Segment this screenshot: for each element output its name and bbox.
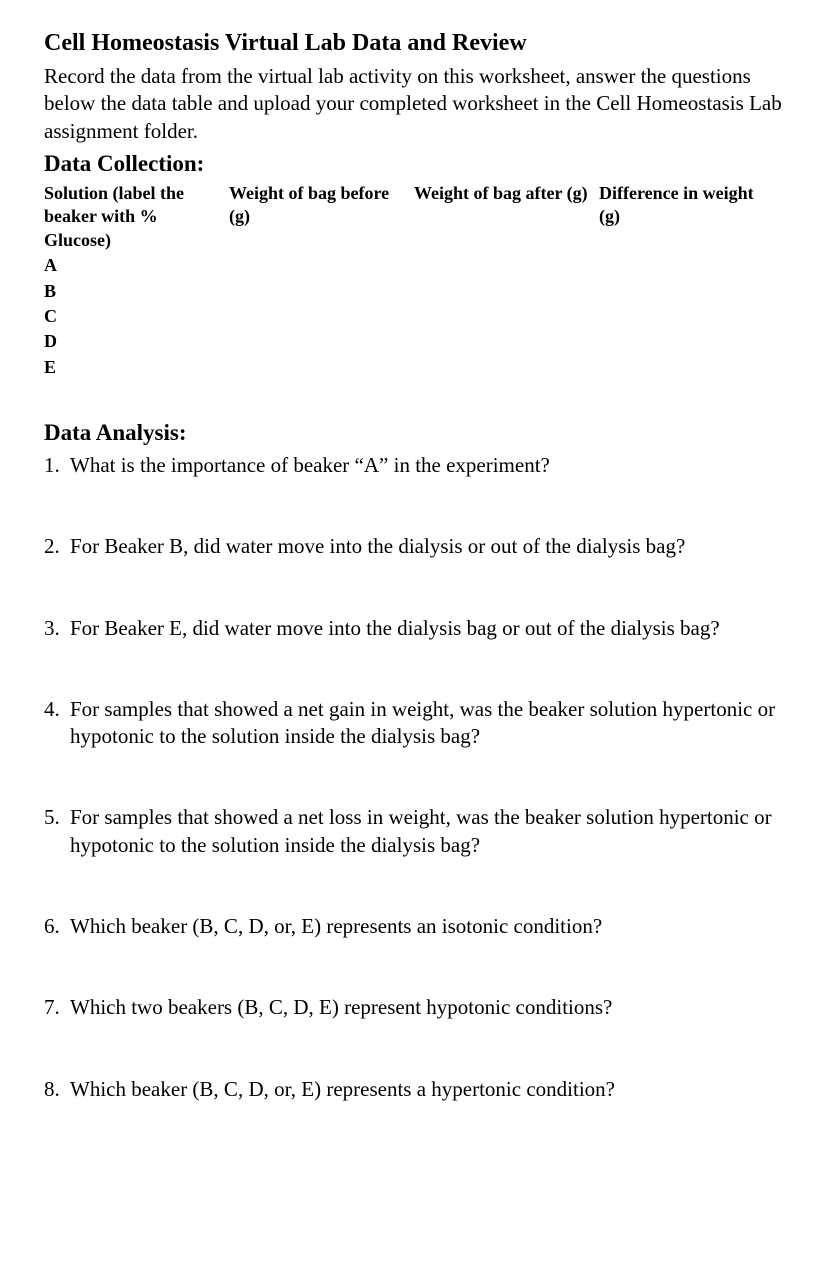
- table-cell: D: [44, 329, 229, 354]
- table-row: C: [44, 304, 784, 329]
- table-cell: [599, 304, 784, 329]
- table-body: A B C D E: [44, 253, 784, 380]
- question-item: 3. For Beaker E, did water move into the…: [44, 615, 784, 642]
- data-collection-heading: Data Collection:: [44, 149, 784, 179]
- table-row: A: [44, 253, 784, 278]
- question-item: 2. For Beaker B, did water move into the…: [44, 533, 784, 560]
- data-table: Solution (label the beaker with % Glucos…: [44, 181, 784, 380]
- question-text: Which beaker (B, C, D, or, E) represents…: [70, 1076, 615, 1103]
- question-item: 4. For samples that showed a net gain in…: [44, 696, 784, 751]
- page-title: Cell Homeostasis Virtual Lab Data and Re…: [44, 28, 784, 59]
- table-cell: C: [44, 304, 229, 329]
- question-text: For Beaker B, did water move into the di…: [70, 533, 685, 560]
- question-text: What is the importance of beaker “A” in …: [70, 452, 550, 479]
- question-number: 1.: [44, 452, 70, 479]
- table-row: E: [44, 355, 784, 380]
- question-text: For samples that showed a net gain in we…: [70, 696, 784, 751]
- question-item: 6. Which beaker (B, C, D, or, E) represe…: [44, 913, 784, 940]
- table-header: Weight of bag after (g): [414, 181, 599, 253]
- question-number: 4.: [44, 696, 70, 751]
- table-cell: B: [44, 279, 229, 304]
- table-cell: [414, 253, 599, 278]
- table-row: D: [44, 329, 784, 354]
- table-cell: [414, 304, 599, 329]
- table-header: Difference in weight (g): [599, 181, 784, 253]
- table-cell: [229, 329, 414, 354]
- table-cell: [229, 304, 414, 329]
- table-header: Weight of bag before (g): [229, 181, 414, 253]
- question-text: Which two beakers (B, C, D, E) represent…: [70, 994, 612, 1021]
- question-text: Which beaker (B, C, D, or, E) represents…: [70, 913, 602, 940]
- question-text: For Beaker E, did water move into the di…: [70, 615, 720, 642]
- question-number: 8.: [44, 1076, 70, 1103]
- data-analysis-heading: Data Analysis:: [44, 418, 784, 448]
- table-cell: [414, 355, 599, 380]
- question-number: 3.: [44, 615, 70, 642]
- table-cell: [229, 279, 414, 304]
- table-cell: [229, 355, 414, 380]
- table-cell: [599, 279, 784, 304]
- table-cell: [599, 355, 784, 380]
- table-cell: E: [44, 355, 229, 380]
- question-number: 2.: [44, 533, 70, 560]
- table-cell: [414, 329, 599, 354]
- question-item: 8. Which beaker (B, C, D, or, E) represe…: [44, 1076, 784, 1103]
- question-number: 7.: [44, 994, 70, 1021]
- question-item: 1. What is the importance of beaker “A” …: [44, 452, 784, 479]
- table-cell: [229, 253, 414, 278]
- table-header: Solution (label the beaker with % Glucos…: [44, 181, 229, 253]
- question-number: 5.: [44, 804, 70, 859]
- table-cell: [599, 329, 784, 354]
- table-cell: [414, 279, 599, 304]
- questions-list: 1. What is the importance of beaker “A” …: [44, 452, 784, 1103]
- table-header-row: Solution (label the beaker with % Glucos…: [44, 181, 784, 253]
- question-text: For samples that showed a net loss in we…: [70, 804, 784, 859]
- question-item: 5. For samples that showed a net loss in…: [44, 804, 784, 859]
- table-row: B: [44, 279, 784, 304]
- question-number: 6.: [44, 913, 70, 940]
- intro-text: Record the data from the virtual lab act…: [44, 63, 784, 145]
- table-cell: A: [44, 253, 229, 278]
- question-item: 7. Which two beakers (B, C, D, E) repres…: [44, 994, 784, 1021]
- table-cell: [599, 253, 784, 278]
